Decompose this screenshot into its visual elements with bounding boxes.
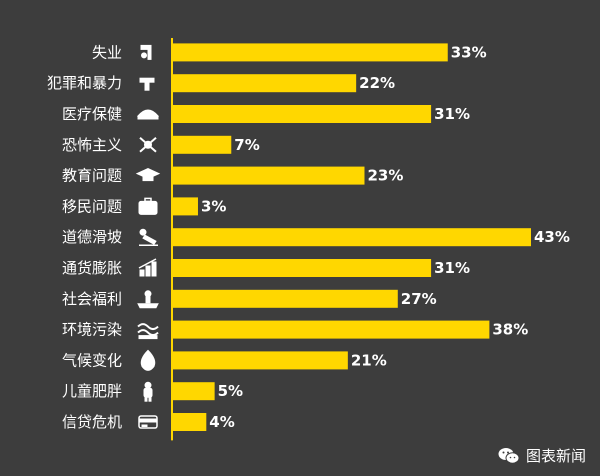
rising-bars-icon [138,258,157,277]
bar [173,228,531,247]
category-label: 恐怖主义 [62,136,122,154]
value-label: 5% [218,382,243,400]
graduation-cap-icon [135,168,161,182]
value-label: 3% [201,197,226,215]
category-label: 通货膨胀 [62,259,122,277]
gun-icon [139,77,155,91]
unemployment-icon [140,44,152,60]
suitcase-icon [138,197,158,215]
value-label: 38% [492,321,528,339]
bar [173,259,432,277]
category-label: 医疗保健 [62,105,122,123]
polluted-water-icon [137,323,159,340]
bar [173,413,207,431]
bar [173,289,398,308]
bar [173,382,215,401]
category-label: 移民问题 [62,197,122,215]
value-label: 21% [351,351,387,369]
value-label: 27% [401,290,437,308]
bar [173,320,490,339]
value-label: 31% [434,259,470,277]
value-label: 7% [234,136,259,154]
value-label: 31% [434,105,470,123]
bar [173,197,198,216]
nurse-cap-icon [136,109,160,120]
bar [173,74,357,93]
category-label: 信贷危机 [62,413,122,431]
category-label: 社会福利 [62,290,122,308]
wechat-icon [498,447,520,464]
category-label: 环境污染 [62,321,122,339]
bar [173,43,448,62]
category-label: 儿童肥胖 [62,382,122,400]
child-icon [143,381,153,402]
category-label: 气候变化 [62,351,122,369]
value-label: 22% [359,74,395,92]
bar [173,351,348,370]
value-label: 4% [209,413,234,431]
category-label: 失业 [92,43,122,61]
value-label: 23% [367,167,403,185]
watermark: 图表新闻 [498,445,586,466]
category-label: 犯罪和暴力 [47,74,122,92]
value-label: 33% [451,43,487,61]
bar [173,105,432,123]
hand-with-person-icon [137,290,159,309]
fallen-figure-icon [139,228,158,246]
watermark-text: 图表新闻 [525,447,586,465]
flame-icon [140,349,156,371]
category-label: 道德滑坡 [62,228,122,246]
bar [173,135,232,154]
value-label: 43% [534,228,570,246]
bar [173,166,365,185]
credit-card-icon [138,415,158,429]
crossed-swords-skull-icon [139,137,157,153]
category-label: 教育问题 [62,167,122,185]
